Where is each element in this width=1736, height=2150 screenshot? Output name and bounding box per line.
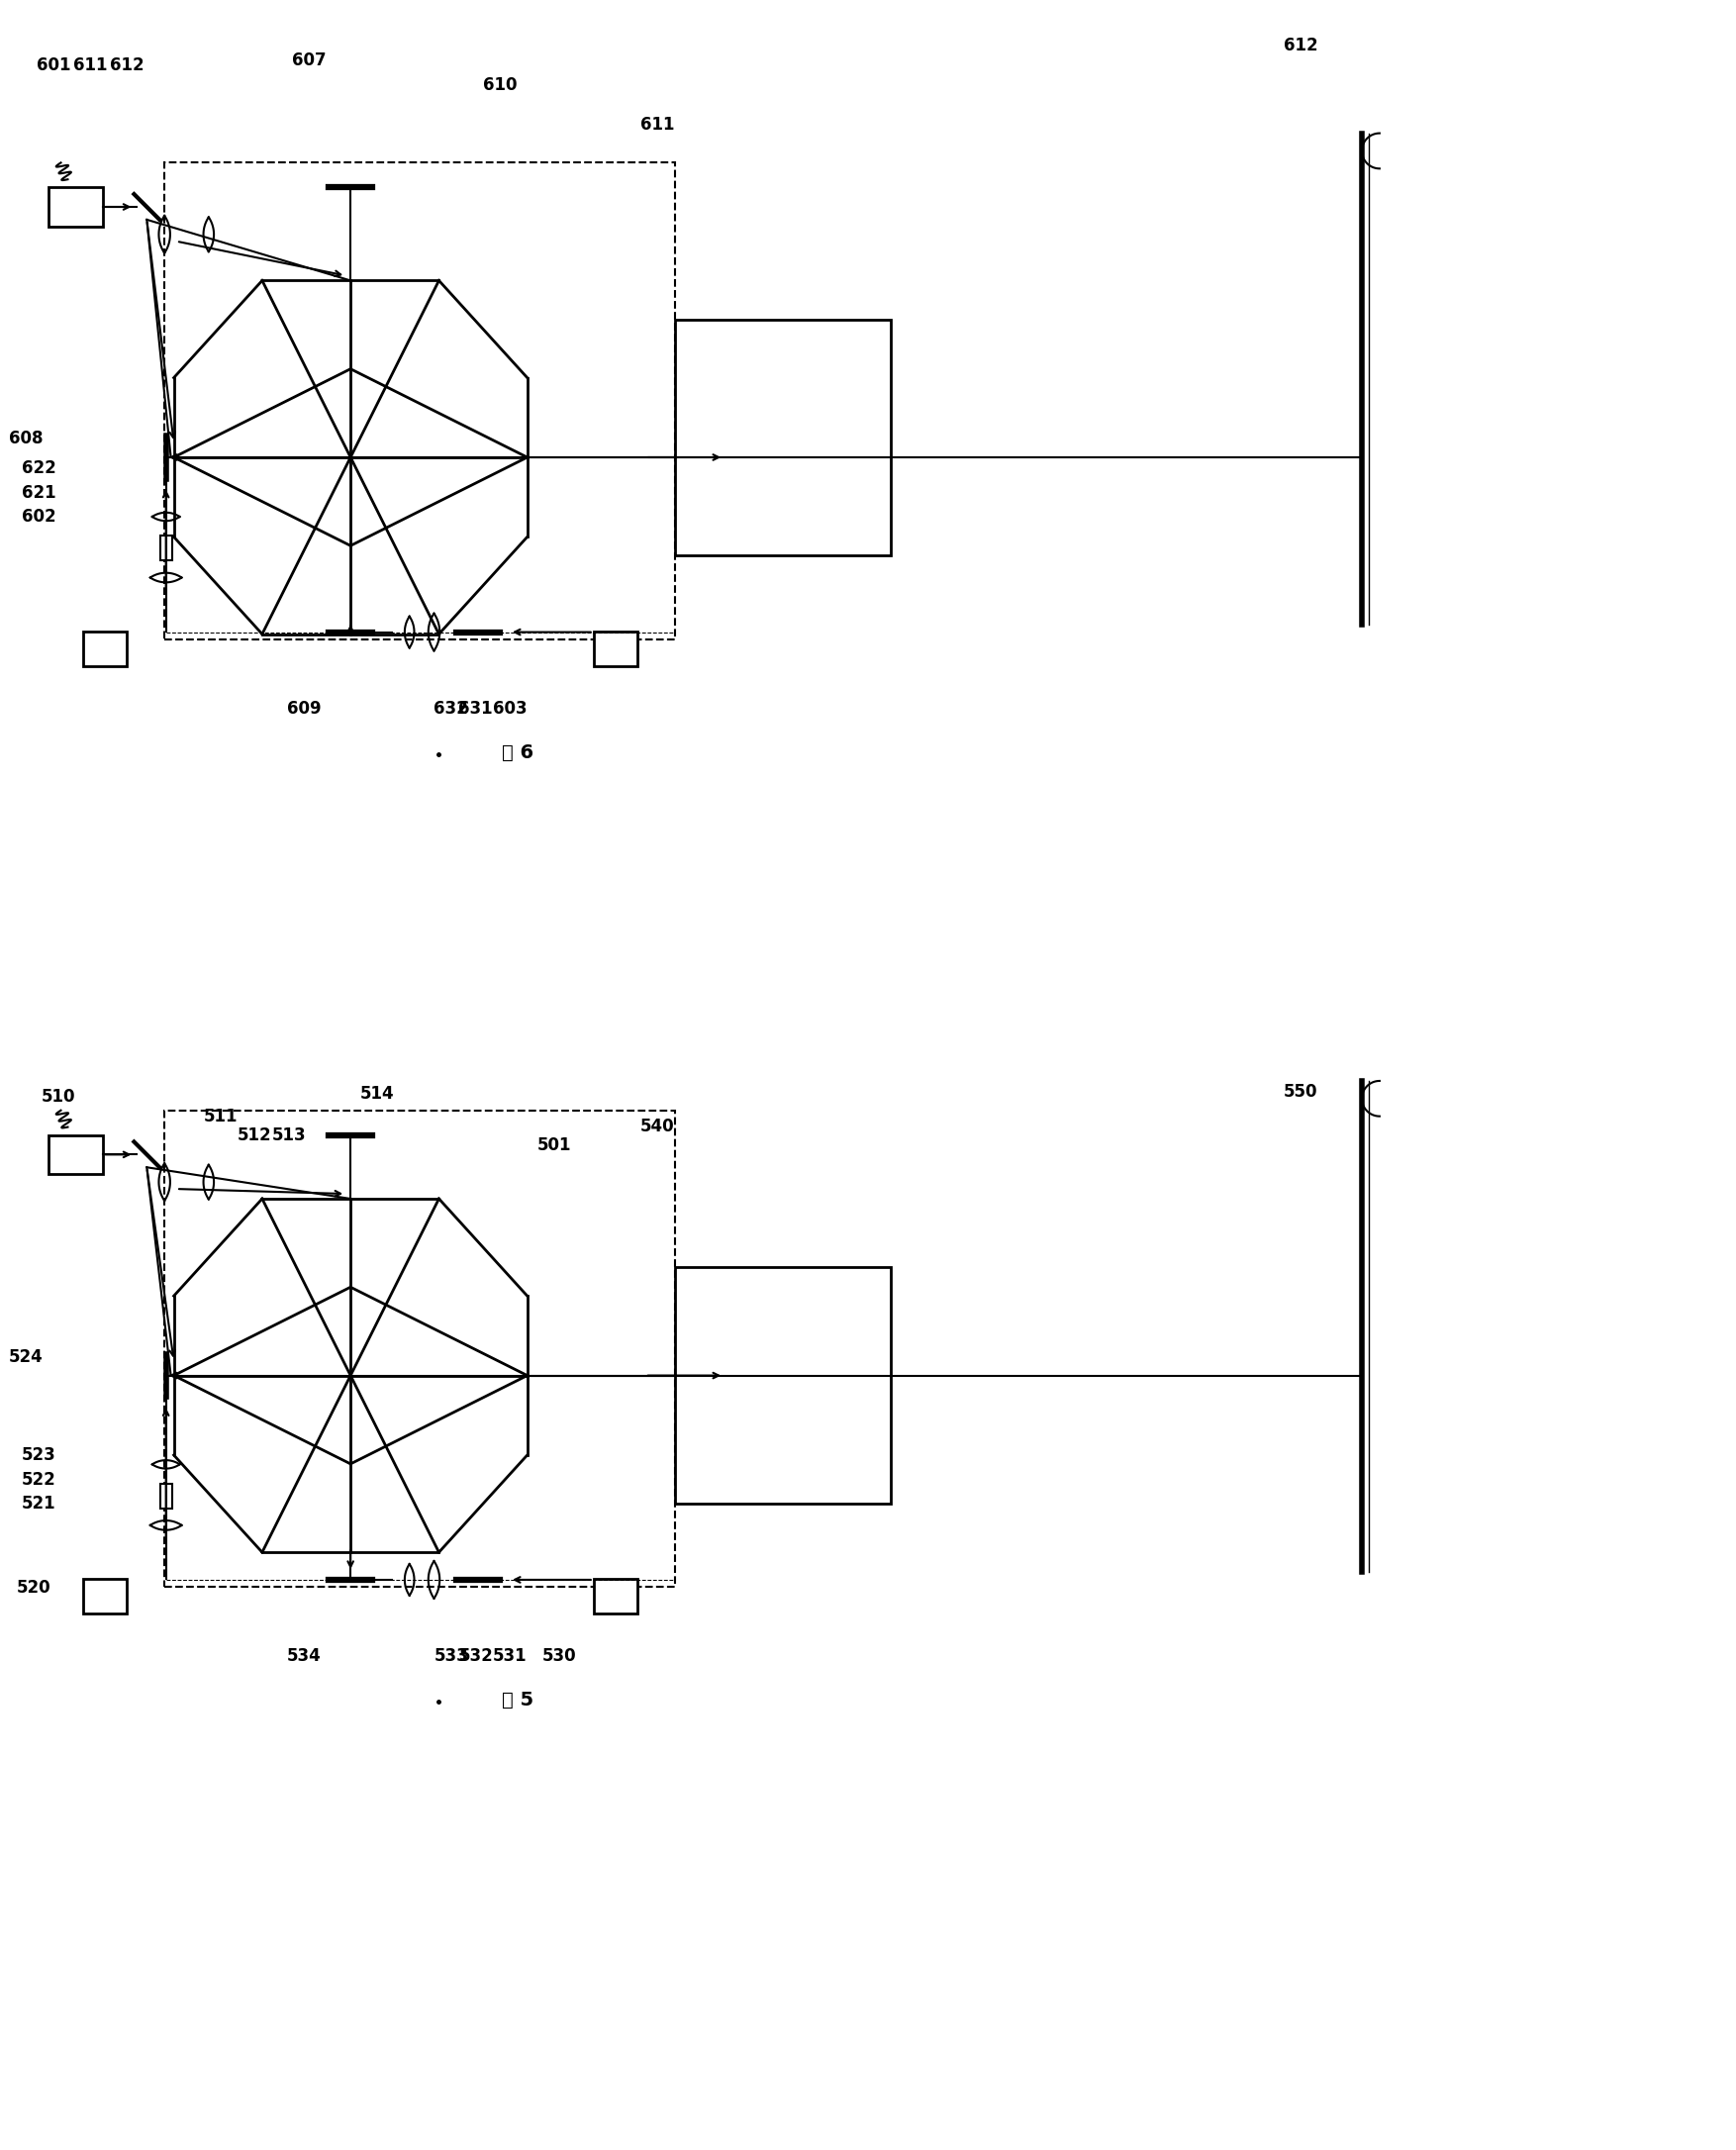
- Bar: [675, 1268, 891, 1503]
- Text: 602: 602: [21, 507, 56, 527]
- Text: 601: 601: [36, 56, 71, 75]
- Text: 511: 511: [203, 1107, 238, 1124]
- Text: 611: 611: [73, 56, 108, 75]
- Text: 607: 607: [292, 52, 326, 69]
- Text: 531: 531: [493, 1647, 528, 1666]
- Text: 520: 520: [17, 1578, 50, 1597]
- Text: 512: 512: [238, 1127, 273, 1144]
- Bar: [49, 1135, 102, 1174]
- Text: 图 5: 图 5: [502, 1690, 533, 1709]
- Text: 631: 631: [458, 699, 493, 718]
- Text: 521: 521: [21, 1494, 56, 1514]
- Text: 603: 603: [493, 699, 528, 718]
- Bar: [83, 632, 127, 666]
- Text: 510: 510: [42, 1088, 75, 1105]
- Bar: [49, 187, 102, 226]
- Text: 611: 611: [641, 116, 674, 133]
- Bar: [675, 320, 891, 555]
- Bar: [160, 1483, 172, 1507]
- Bar: [163, 163, 675, 639]
- Bar: [160, 535, 172, 561]
- Text: 524: 524: [9, 1348, 43, 1365]
- Text: 610: 610: [483, 75, 517, 95]
- Bar: [163, 1109, 675, 1587]
- Bar: [83, 1580, 127, 1615]
- Bar: [594, 632, 637, 666]
- Text: 532: 532: [458, 1647, 493, 1666]
- Text: 612: 612: [1283, 37, 1318, 54]
- Text: 609: 609: [286, 699, 321, 718]
- Text: 622: 622: [21, 460, 56, 477]
- Text: 608: 608: [9, 430, 43, 447]
- Text: 612: 612: [109, 56, 144, 75]
- Text: 533: 533: [434, 1647, 469, 1666]
- Text: 632: 632: [434, 699, 469, 718]
- Text: 501: 501: [536, 1137, 571, 1155]
- Text: 522: 522: [21, 1471, 56, 1488]
- Text: 621: 621: [21, 484, 56, 501]
- Text: 534: 534: [286, 1647, 321, 1666]
- Bar: [594, 1580, 637, 1615]
- Text: 图 6: 图 6: [502, 744, 533, 761]
- Text: 513: 513: [273, 1127, 306, 1144]
- Text: 550: 550: [1283, 1084, 1318, 1101]
- Text: 540: 540: [641, 1118, 675, 1135]
- Text: 514: 514: [361, 1086, 394, 1103]
- Text: 523: 523: [21, 1447, 56, 1464]
- Text: 530: 530: [542, 1647, 576, 1666]
